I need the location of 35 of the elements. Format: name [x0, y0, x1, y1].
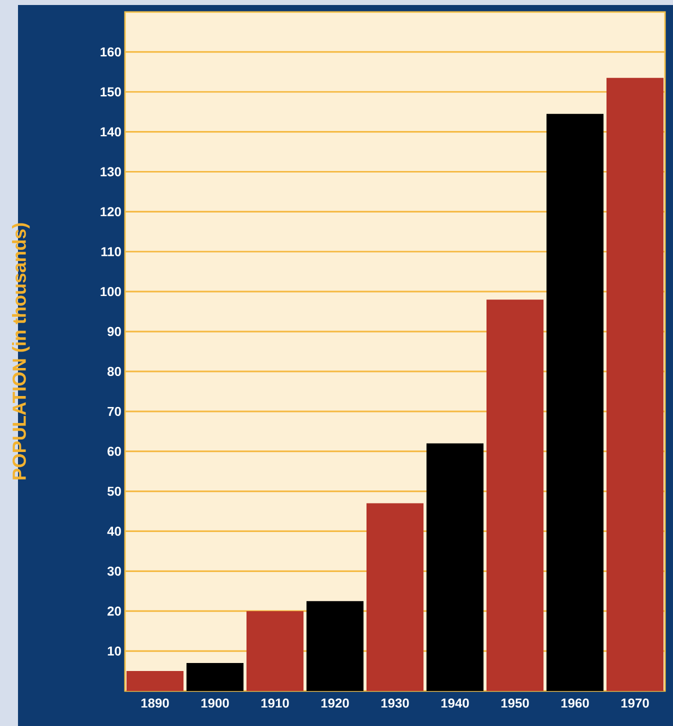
bar — [306, 601, 364, 691]
x-tick-label: 1890 — [141, 698, 169, 708]
x-tick-label: 1960 — [561, 698, 589, 708]
y-tick-label: 20 — [108, 606, 121, 616]
y-tick-label: 10 — [108, 646, 121, 656]
bar — [606, 78, 664, 691]
y-tick-label: 130 — [100, 167, 121, 176]
y-tick-label: 80 — [107, 366, 121, 376]
y-tick-label: 60 — [108, 446, 121, 456]
y-tick-label: 150 — [100, 87, 121, 96]
bar — [486, 300, 544, 691]
x-tick-label: 1930 — [381, 698, 409, 708]
y-tick-label: 70 — [108, 406, 121, 416]
bar — [366, 503, 424, 691]
x-tick-label: 1950 — [501, 698, 529, 708]
bar — [426, 443, 484, 691]
y-tick-label: 30 — [107, 566, 121, 576]
x-tick-label: 1910 — [261, 698, 289, 708]
y-tick-label: 90 — [108, 326, 121, 336]
y-tick-label: 40 — [107, 526, 121, 536]
x-tick-label: 1940 — [441, 698, 469, 708]
y-tick-label: 160 — [100, 47, 121, 57]
y-tick-label: 50 — [107, 486, 121, 496]
bar — [246, 611, 304, 691]
y-tick-label: 100 — [100, 286, 121, 296]
bar — [126, 671, 184, 691]
y-tick-label: 120 — [100, 207, 121, 216]
x-tick-label: 1920 — [321, 698, 349, 708]
y-tick-label: 140 — [100, 127, 121, 136]
y-axis-title: POPULATION (in thousands) — [12, 223, 30, 480]
y-tick-label: 110 — [101, 247, 121, 256]
x-tick-label: 1900 — [201, 698, 229, 708]
bar — [186, 663, 244, 691]
bar — [546, 114, 604, 691]
x-tick-label: 1970 — [621, 698, 649, 708]
